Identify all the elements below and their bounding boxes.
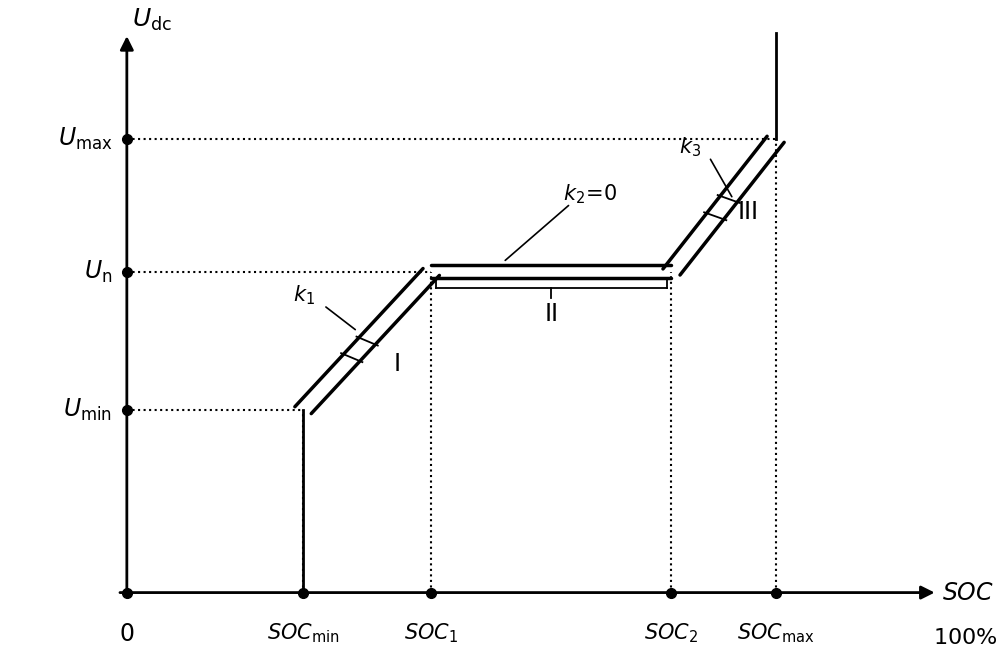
- Text: $\mathrm{II}$: $\mathrm{II}$: [545, 302, 558, 326]
- Text: $\mathrm{I}$: $\mathrm{I}$: [393, 352, 399, 376]
- Text: $k_2\!=\!0$: $k_2\!=\!0$: [563, 182, 617, 206]
- Text: $U_{\mathrm{max}}$: $U_{\mathrm{max}}$: [57, 127, 113, 152]
- Text: $SOC_{\mathrm{2}}$: $SOC_{\mathrm{2}}$: [644, 622, 698, 645]
- Text: $SOC_{\mathrm{min}}$: $SOC_{\mathrm{min}}$: [266, 622, 340, 645]
- Text: $k_3$: $k_3$: [678, 135, 700, 159]
- Text: $100\%$: $100\%$: [933, 628, 997, 648]
- Text: $\mathrm{III}$: $\mathrm{III}$: [738, 200, 758, 224]
- Text: $0$: $0$: [120, 622, 135, 646]
- Text: $U_{\mathrm{n}}$: $U_{\mathrm{n}}$: [84, 259, 113, 285]
- Text: $SOC$: $SOC$: [943, 581, 994, 604]
- Text: $SOC_{\mathrm{max}}$: $SOC_{\mathrm{max}}$: [737, 622, 814, 645]
- Text: $SOC_{\mathrm{1}}$: $SOC_{\mathrm{1}}$: [404, 622, 458, 645]
- Text: $k_1$: $k_1$: [293, 284, 316, 307]
- Text: $U_{\mathrm{min}}$: $U_{\mathrm{min}}$: [63, 397, 113, 423]
- Text: $U_{\mathrm{dc}}$: $U_{\mathrm{dc}}$: [132, 7, 172, 34]
